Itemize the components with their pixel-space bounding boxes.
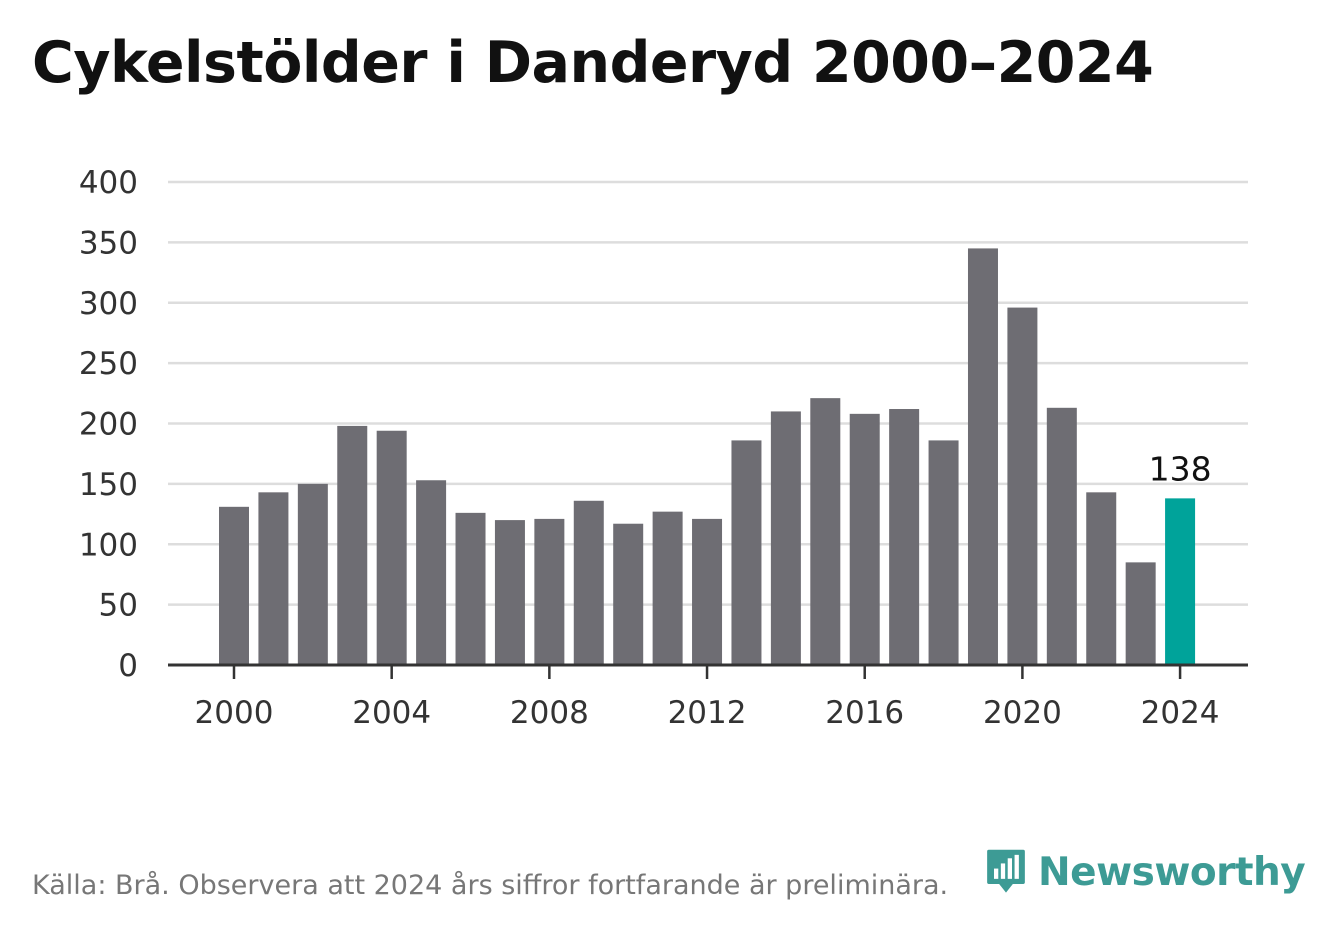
bar-2008 — [534, 518, 565, 665]
x-tick-label: 2016 — [825, 695, 904, 731]
bar-2020 — [1007, 307, 1038, 665]
y-tick-label: 200 — [79, 407, 138, 443]
data-labels: 138 — [1149, 449, 1212, 488]
bar-2010 — [613, 523, 644, 665]
bar-2024 — [1165, 498, 1196, 665]
bar-2014 — [770, 411, 801, 665]
x-axis-ticks: 2000 2004 2008 2012 2016 2020 2024 — [195, 665, 1220, 731]
y-tick-label: 300 — [79, 286, 138, 322]
bar-2019 — [967, 248, 998, 665]
y-tick-label: 50 — [99, 588, 138, 624]
newsworthy-bar-icon — [987, 849, 1025, 893]
y-tick-label: 150 — [79, 467, 138, 503]
x-tick-label: 2008 — [510, 695, 589, 731]
y-tick-label: 350 — [79, 225, 138, 261]
bar-2009 — [573, 500, 604, 665]
y-tick-label: 250 — [79, 346, 138, 382]
logo-text: Newsworthy — [1038, 849, 1306, 895]
x-tick-label: 2012 — [668, 695, 747, 731]
bar-2005 — [416, 480, 447, 665]
bar-2015 — [810, 398, 841, 665]
bar-2016 — [849, 413, 880, 665]
x-tick-label: 2000 — [195, 695, 274, 731]
bar-2017 — [889, 409, 920, 665]
y-tick-label: 100 — [79, 527, 138, 563]
x-tick-label: 2004 — [352, 695, 431, 731]
bar-2013 — [731, 440, 762, 665]
y-axis-tick-labels: 0 50 100 150 200 250 300 350 400 — [79, 165, 138, 684]
bar-2002 — [297, 483, 328, 665]
bar-2003 — [337, 425, 368, 665]
x-tick-label: 2024 — [1141, 695, 1220, 731]
bars — [219, 248, 1196, 665]
y-tick-label: 0 — [118, 648, 138, 684]
bar-2011 — [652, 511, 683, 665]
bar-chart: 0 50 100 150 200 250 300 350 400 2000 2004 2008 201… — [79, 165, 1248, 731]
bar-2007 — [494, 520, 525, 665]
newsworthy-logo: Newsworthy — [982, 848, 1306, 896]
bar-2012 — [692, 518, 723, 665]
y-tick-label: 400 — [79, 165, 138, 201]
bar-2000 — [219, 506, 249, 665]
chart-title: Cykelstölder i Danderyd 2000–2024 — [32, 30, 1154, 96]
bar-2022 — [1086, 492, 1117, 665]
data-label-2024: 138 — [1149, 449, 1212, 488]
bar-2004 — [376, 430, 407, 665]
bar-2018 — [928, 440, 959, 665]
bar-2023 — [1125, 562, 1156, 665]
bar-2006 — [455, 512, 486, 665]
x-tick-label: 2020 — [983, 695, 1062, 731]
source-note: Källa: Brå. Observera att 2024 års siffr… — [32, 870, 949, 901]
bar-2001 — [258, 492, 289, 665]
bar-2021 — [1046, 407, 1077, 665]
